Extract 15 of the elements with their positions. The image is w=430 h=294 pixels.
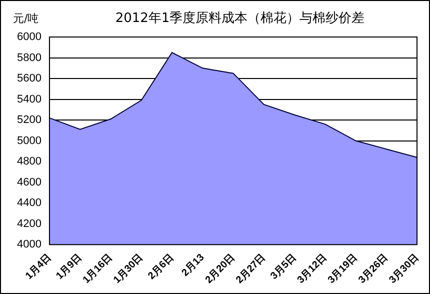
y-tick-label: 6000 [16, 31, 42, 44]
y-tick-label: 5400 [16, 93, 42, 106]
y-tick-label: 4400 [16, 197, 42, 210]
y-tick-label: 5000 [16, 134, 42, 147]
x-tick-label: 1月4日 [24, 252, 54, 282]
x-tick-label: 2月6日 [146, 252, 176, 282]
y-tick-label: 4200 [16, 218, 42, 230]
y-tick-label: 5600 [16, 72, 42, 85]
y-tick-label: 5200 [16, 114, 42, 126]
chart-title: 2012年1季度原料成本（棉花）与棉纱价差 [114, 10, 366, 27]
y-tick-label: 4600 [16, 176, 42, 188]
y-tick-label: 4000 [16, 238, 42, 251]
y-tick-label: 5800 [16, 52, 42, 64]
y-axis-title: 元/吨 [13, 11, 39, 26]
y-tick-label: 4800 [16, 156, 42, 168]
